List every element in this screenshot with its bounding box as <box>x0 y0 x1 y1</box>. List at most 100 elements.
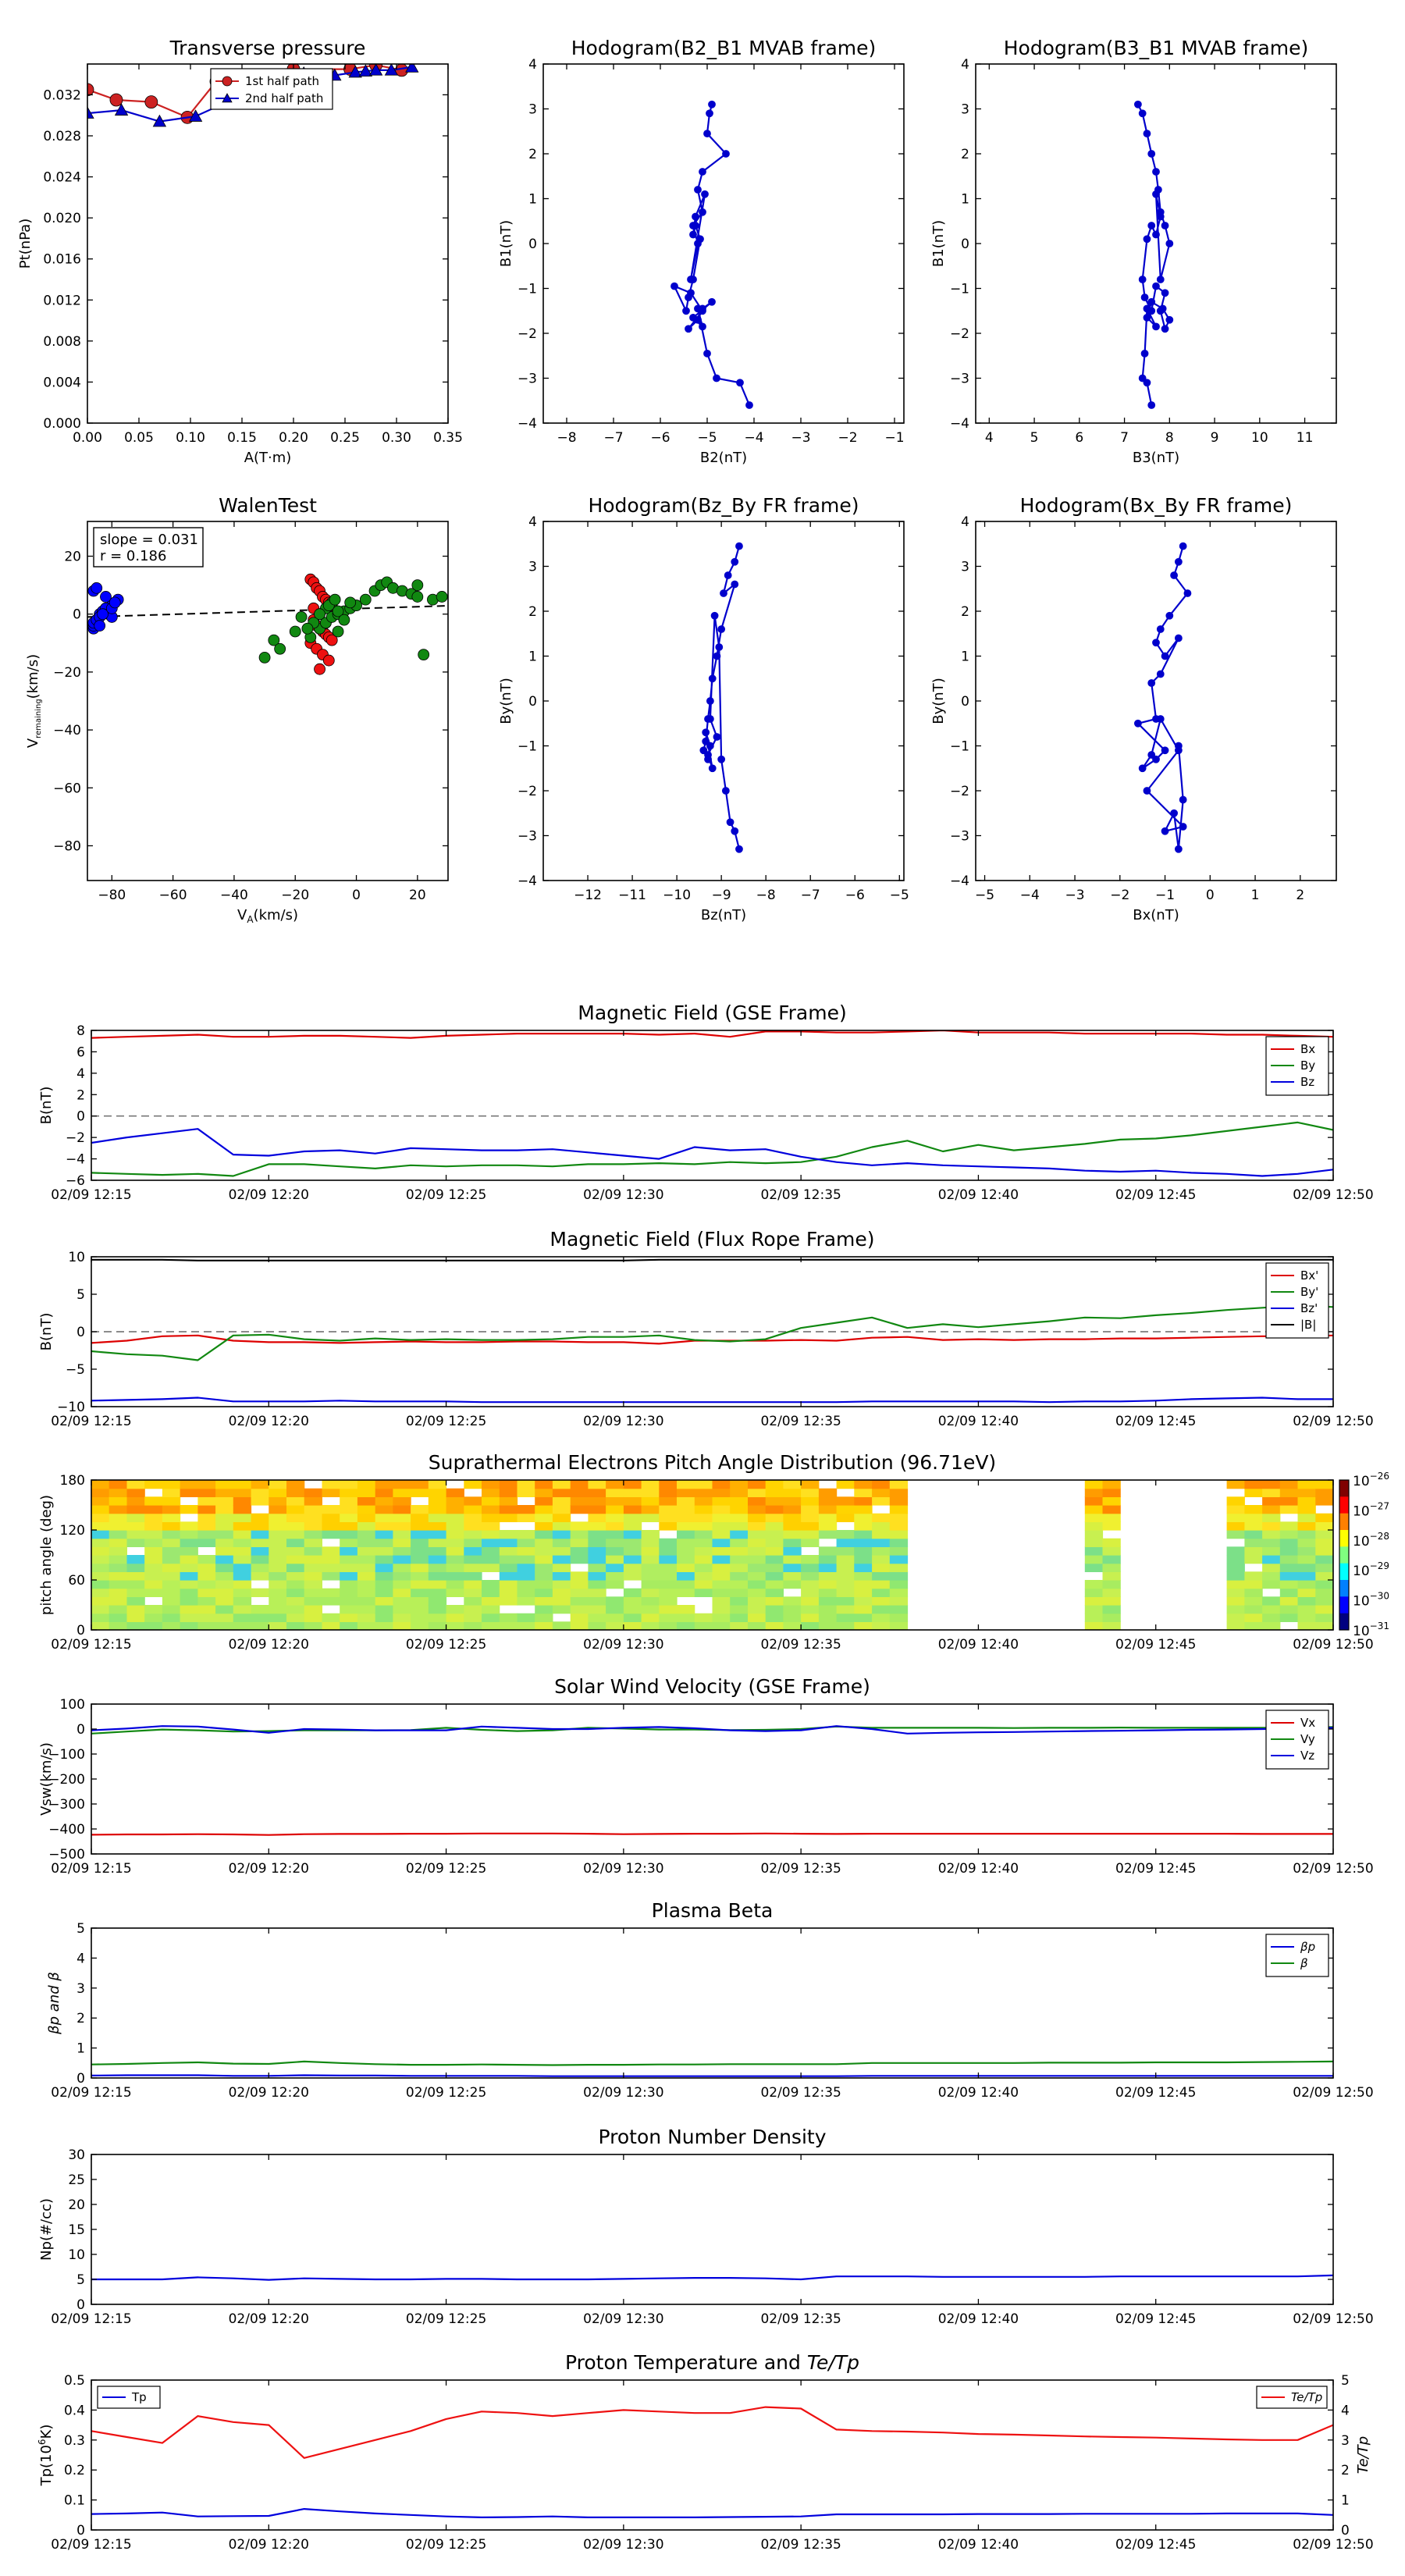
heatmap-cell <box>1315 1488 1333 1497</box>
heatmap-cell <box>162 1538 181 1547</box>
heatmap-cell <box>180 1588 198 1597</box>
heatmap-cell <box>375 1555 393 1564</box>
y-tick-label: 0.024 <box>43 170 81 186</box>
heatmap-cell <box>1262 1538 1281 1547</box>
data-point <box>692 212 699 221</box>
heatmap-cell <box>375 1605 393 1614</box>
heatmap-cell <box>1226 1505 1245 1514</box>
heatmap-cell <box>818 1613 838 1622</box>
heatmap-cell <box>91 1505 110 1514</box>
data-point <box>87 106 94 119</box>
heatmap-cell <box>322 1563 340 1572</box>
data-point <box>717 755 726 763</box>
heatmap-cell <box>91 1580 110 1589</box>
heatmap-cell <box>535 1588 553 1597</box>
data-point <box>1161 827 1169 835</box>
heatmap-cell <box>126 1505 145 1514</box>
heatmap-cell <box>1297 1613 1316 1622</box>
heatmap-cell <box>197 1588 216 1597</box>
x-tick-label: −40 <box>220 888 248 903</box>
y-tick-label: 180 <box>60 1473 85 1489</box>
heatmap-cell <box>162 1596 181 1606</box>
heatmap-cell <box>304 1563 322 1572</box>
heatmap-cell <box>375 1621 393 1630</box>
heatmap-cell <box>393 1521 411 1531</box>
y-tick-label: 0 <box>76 1325 85 1340</box>
heatmap-cell <box>144 1538 163 1547</box>
y-tick-label: −200 <box>48 1772 85 1788</box>
y-tick-label: −4 <box>66 1152 85 1168</box>
heatmap-cell <box>517 1480 535 1489</box>
heatmap-cell <box>854 1513 873 1522</box>
heatmap-cell <box>233 1505 252 1514</box>
heatmap-cell <box>748 1521 767 1531</box>
heatmap-cell <box>482 1505 500 1514</box>
heatmap-cell <box>1297 1505 1316 1514</box>
y-tick-label: 120 <box>60 1523 85 1539</box>
heatmap-cell <box>251 1546 269 1556</box>
heatmap-cell <box>765 1513 784 1522</box>
chart-np: Proton Number Density 02/09 12:15 02/09 12… <box>38 2126 1374 2327</box>
heatmap-cell <box>215 1538 234 1547</box>
data-point <box>344 596 357 609</box>
x-tick-label: 02/09 12:45 <box>1115 1861 1196 1877</box>
heatmap-cell <box>1102 1480 1121 1489</box>
heatmap-cell <box>588 1530 606 1539</box>
x-tick-label: 02/09 12:35 <box>760 2537 841 2553</box>
heatmap-cell <box>854 1555 873 1564</box>
data-point <box>702 737 710 745</box>
heatmap-cell <box>446 1605 464 1614</box>
heatmap-cell <box>215 1555 234 1564</box>
data-point <box>1140 349 1149 358</box>
series-line <box>91 2060 1333 2066</box>
heatmap-cell <box>464 1505 482 1514</box>
heatmap-cell <box>357 1538 376 1547</box>
series-line <box>91 2508 1333 2518</box>
heatmap-cell <box>588 1621 606 1630</box>
heatmap-cell <box>836 1555 855 1564</box>
heatmap-cell <box>535 1513 553 1522</box>
heatmap-cell <box>712 1563 731 1572</box>
legend-label: βp <box>1300 1940 1315 1954</box>
heatmap-cell <box>411 1571 429 1581</box>
heatmap-cell <box>144 1496 163 1506</box>
heatmap-cell <box>340 1538 358 1547</box>
heatmap-cell <box>889 1496 909 1506</box>
data-point <box>1165 611 1174 620</box>
heatmap-cell <box>162 1480 181 1489</box>
data-point <box>144 95 158 109</box>
data-point <box>708 764 717 773</box>
heatmap-cell <box>765 1488 784 1497</box>
heatmap-cell <box>1226 1513 1245 1522</box>
heatmap-cell <box>375 1488 393 1497</box>
heatmap-cell <box>1102 1496 1121 1506</box>
heatmap-cell <box>233 1488 252 1497</box>
data-point <box>348 65 362 78</box>
heatmap-cell <box>694 1580 713 1589</box>
x-tick-label: 0 <box>1206 888 1215 903</box>
heatmap-cell <box>641 1488 660 1497</box>
heatmap-cell <box>1315 1538 1333 1547</box>
heatmap-cell <box>411 1530 429 1539</box>
y-tick-label: 0 <box>73 607 81 623</box>
data-point <box>1156 715 1165 723</box>
heatmap-cell <box>854 1496 873 1506</box>
heatmap-cell <box>694 1513 713 1522</box>
heatmap-cell <box>1297 1538 1316 1547</box>
x-tick-label: 02/09 12:45 <box>1115 1187 1196 1203</box>
data-point <box>411 579 424 592</box>
x-tick-label: 02/09 12:30 <box>583 2311 663 2327</box>
y-tick-label: 8 <box>76 1023 85 1039</box>
y-tick-label: 4 <box>76 1066 85 1082</box>
heatmap-cell <box>269 1513 287 1522</box>
heatmap-cell <box>464 1521 482 1531</box>
heatmap-cell <box>357 1605 376 1614</box>
heatmap-cell <box>606 1488 624 1497</box>
y-tick-label: −100 <box>48 1747 85 1763</box>
heatmap-cell <box>712 1488 731 1497</box>
data-point <box>699 208 706 216</box>
heatmap-cell <box>482 1546 500 1556</box>
series-line <box>91 1030 1333 1039</box>
heatmap-cell <box>428 1596 447 1606</box>
series-line <box>91 1121 1333 1177</box>
